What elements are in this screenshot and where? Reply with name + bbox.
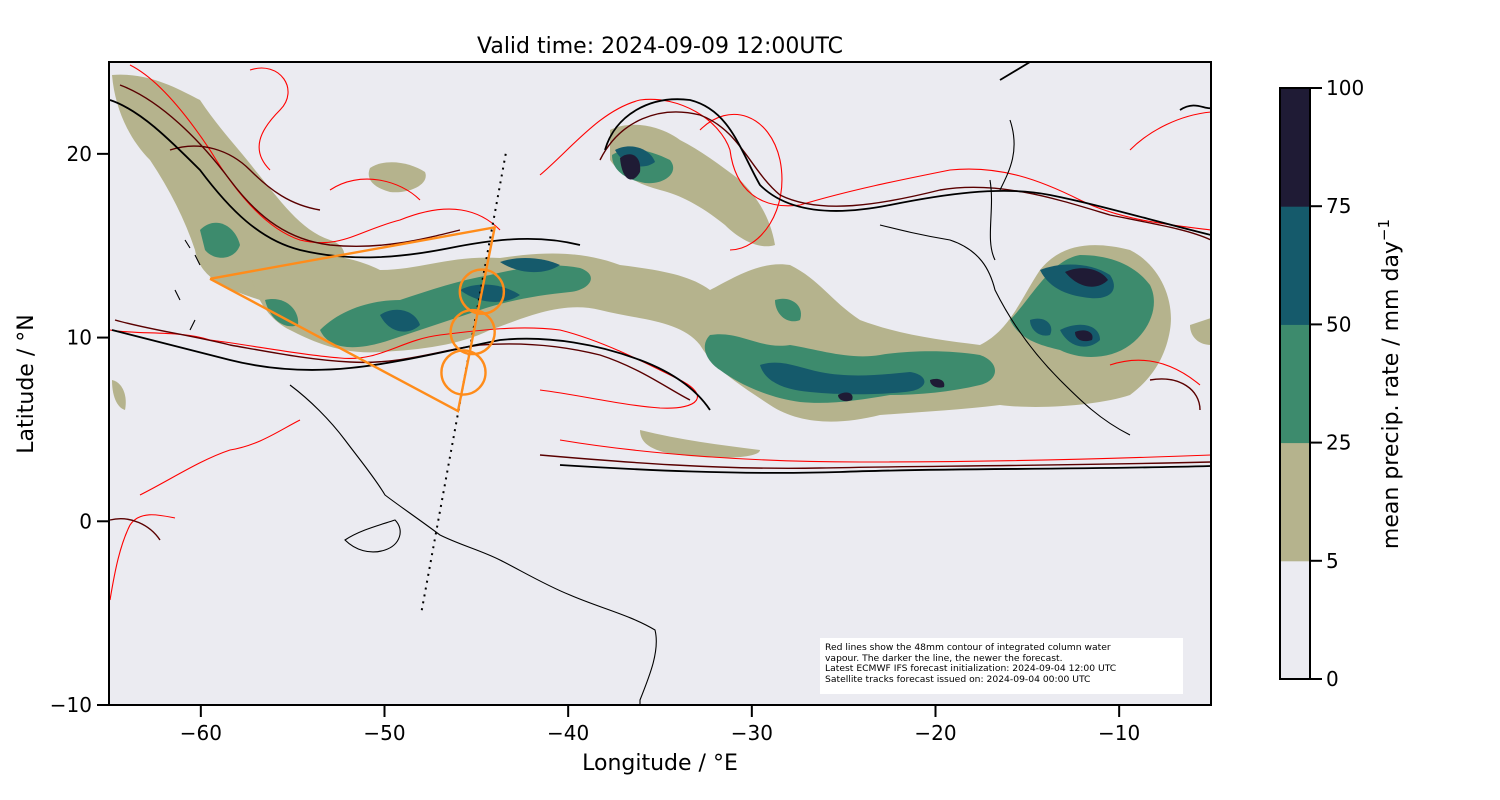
flight-circle-1	[458, 268, 506, 315]
precip-25-50-area	[200, 149, 1154, 403]
colorbar-tick-label: 5	[1326, 549, 1339, 573]
colorbar-segment	[1280, 560, 1310, 680]
colorbar-ticks: 0 5 25 50 75 100	[1310, 76, 1364, 691]
annotation-line-1: Red lines show the 48mm contour of integ…	[825, 642, 1111, 653]
y-axis-ticks: 20 10 0 −10	[50, 142, 109, 717]
y-tick-label: 10	[67, 326, 92, 350]
colorbar-tick-label: 75	[1326, 194, 1351, 218]
flight-track-polygon	[209, 225, 497, 413]
x-axis-ticks: −60 −50 −40 −30 −20 −10	[180, 705, 1140, 745]
colorbar-label: mean precip. rate / mm day−1	[1375, 219, 1404, 549]
y-tick-label: −10	[50, 693, 92, 717]
y-tick-label: 20	[67, 142, 92, 166]
x-tick-label: −10	[1098, 721, 1140, 745]
y-tick-label: 0	[79, 509, 92, 533]
annotation-line-2: vapour. The darker the line, the newer t…	[825, 652, 1063, 664]
colorbar-segment	[1280, 88, 1310, 207]
flight-track-circles	[440, 268, 506, 396]
precip-75-100-area	[620, 154, 1108, 402]
x-tick-label: −30	[731, 721, 773, 745]
colorbar-frame	[1279, 87, 1311, 680]
flight-circle-2	[449, 308, 496, 356]
colorbar-segment	[1280, 206, 1310, 325]
colorbar-tick-label: 50	[1326, 312, 1351, 336]
colorbar	[1280, 88, 1310, 680]
iwv-contours-newest	[109, 62, 1211, 474]
colorbar-segment	[1280, 442, 1310, 562]
axes-frame	[108, 61, 1212, 706]
flight-circle-3	[440, 349, 487, 396]
annotation-line-4: Satellite tracks forecast issued on: 202…	[825, 673, 1091, 685]
x-tick-label: −40	[547, 721, 589, 745]
coastlines	[174, 119, 1131, 705]
x-tick-label: −50	[363, 721, 405, 745]
x-axis-label: Longitude / °E	[582, 751, 738, 776]
colorbar-tick-label: 25	[1326, 431, 1351, 455]
colorbar-tick-label: 100	[1326, 76, 1364, 100]
satellite-track-line	[420, 153, 507, 614]
x-tick-label: −60	[180, 721, 222, 745]
annotation-box: Red lines show the 48mm contour of integ…	[820, 638, 1183, 694]
chart-title: Valid time: 2024-09-09 12:00UTC	[477, 34, 843, 59]
y-axis-label: Latitude / °N	[14, 314, 39, 453]
annotation-line-3: Latest ECMWF IFS forecast initialization…	[825, 663, 1117, 675]
colorbar-segment	[1280, 324, 1310, 444]
x-tick-label: −20	[914, 721, 956, 745]
colorbar-tick-label: 0	[1326, 667, 1339, 691]
